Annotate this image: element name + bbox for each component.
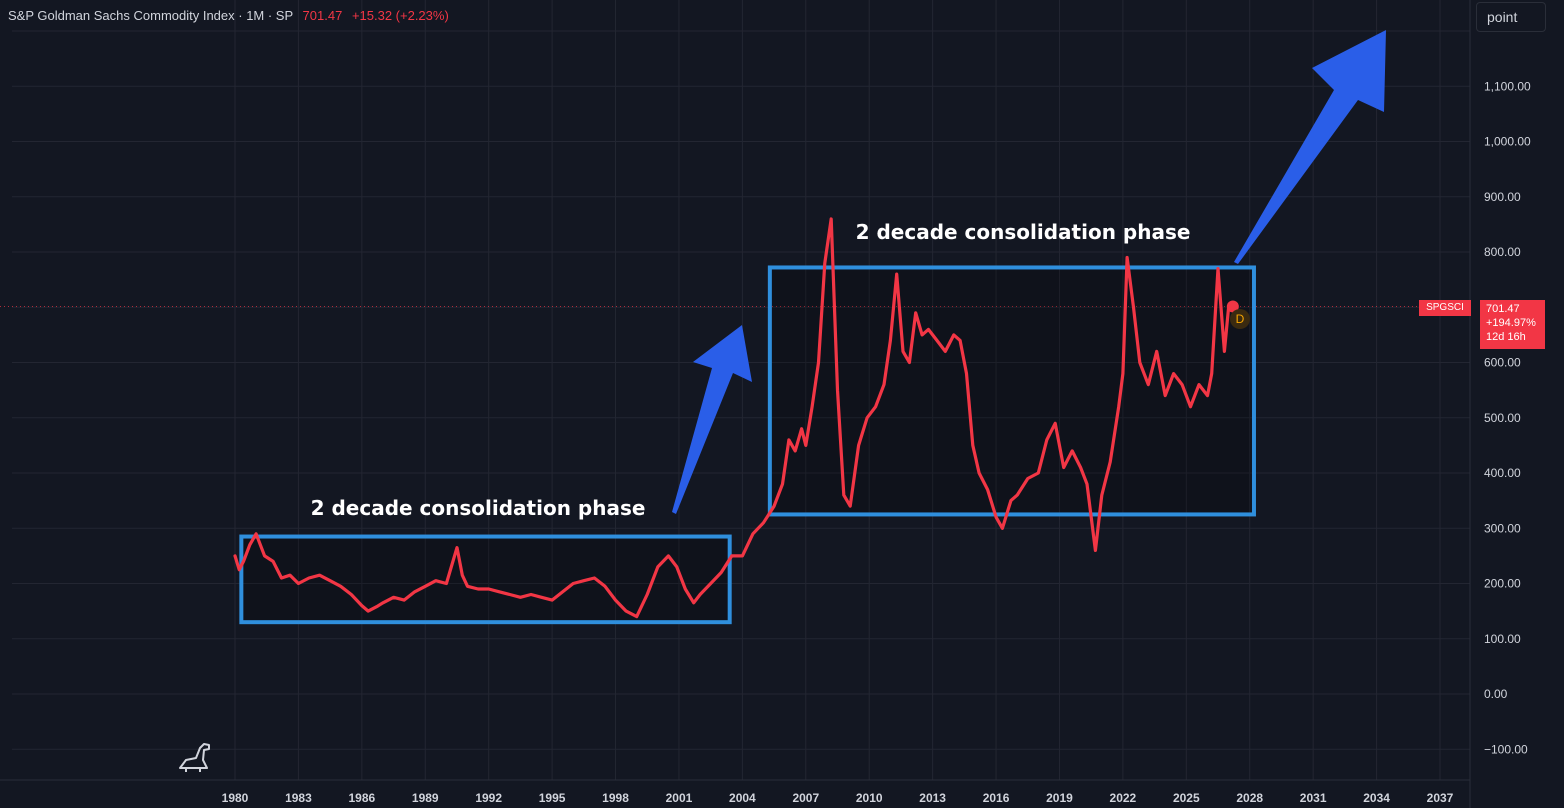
x-tick-label: 2004	[729, 791, 756, 805]
y-tick-label: 500.00	[1484, 411, 1521, 425]
x-tick-label: 2031	[1300, 791, 1327, 805]
x-tick-label: 2025	[1173, 791, 1200, 805]
x-tick-label: 2001	[666, 791, 693, 805]
price-line[interactable]	[233, 217, 1235, 619]
price-tag-pct: +194.97%	[1486, 317, 1536, 329]
x-tick-label: 1995	[539, 791, 566, 805]
y-tick-label: 200.00	[1484, 577, 1521, 591]
y-tick-label: 0.00	[1484, 687, 1508, 701]
y-tick-label: 800.00	[1484, 245, 1521, 259]
x-tick-label: 2007	[792, 791, 819, 805]
y-tick-label: 300.00	[1484, 521, 1521, 535]
trend-arrow-1[interactable]	[672, 325, 752, 514]
consolidation-box-1[interactable]	[239, 534, 732, 625]
symbol-tag: SPGSCI	[1419, 300, 1471, 316]
x-tick-label: 1986	[348, 791, 375, 805]
x-tick-label: 2016	[983, 791, 1010, 805]
consolidation-box-2[interactable]	[767, 265, 1256, 517]
x-tick-label: 2037	[1427, 791, 1454, 805]
x-tick-label: 1989	[412, 791, 439, 805]
last-price: 701.47	[302, 8, 343, 23]
price-tag: 701.47 +194.97% 12d 16h	[1480, 300, 1545, 349]
y-tick-label: 1,100.00	[1484, 79, 1531, 93]
y-tick-label: 600.00	[1484, 356, 1521, 370]
x-tick-label: 2034	[1363, 791, 1390, 805]
box-2-label: 2 decade consolidation phase	[856, 220, 1191, 244]
x-tick-label: 2013	[919, 791, 946, 805]
point-button[interactable]: point	[1476, 2, 1546, 32]
x-tick-label: 1983	[285, 791, 312, 805]
y-tick-label: 100.00	[1484, 632, 1521, 646]
price-tag-countdown: 12d 16h	[1486, 331, 1526, 343]
symbol-header: S&P Goldman Sachs Commodity Index · 1M ·…	[8, 8, 449, 23]
x-tick-label: 2019	[1046, 791, 1073, 805]
box-1-label: 2 decade consolidation phase	[311, 496, 646, 520]
y-tick-label: 900.00	[1484, 190, 1521, 204]
price-change: +15.32 (+2.23%)	[351, 8, 449, 23]
symbol-title: S&P Goldman Sachs Commodity Index · 1M ·…	[8, 8, 293, 23]
x-tick-label: 2022	[1110, 791, 1137, 805]
trend-arrow-2[interactable]	[1234, 30, 1386, 264]
dividend-badge[interactable]: D	[1230, 309, 1250, 329]
y-tick-label: 400.00	[1484, 466, 1521, 480]
price-tag-value: 701.47	[1486, 303, 1520, 315]
dino-icon[interactable]	[176, 738, 216, 776]
y-tick-label: −100.00	[1484, 742, 1528, 756]
x-tick-label: 1998	[602, 791, 629, 805]
x-tick-label: 2028	[1236, 791, 1263, 805]
y-tick-label: 1,000.00	[1484, 135, 1531, 149]
x-tick-label: 1992	[475, 791, 502, 805]
x-tick-label: 1980	[222, 791, 249, 805]
x-tick-label: 2010	[856, 791, 883, 805]
